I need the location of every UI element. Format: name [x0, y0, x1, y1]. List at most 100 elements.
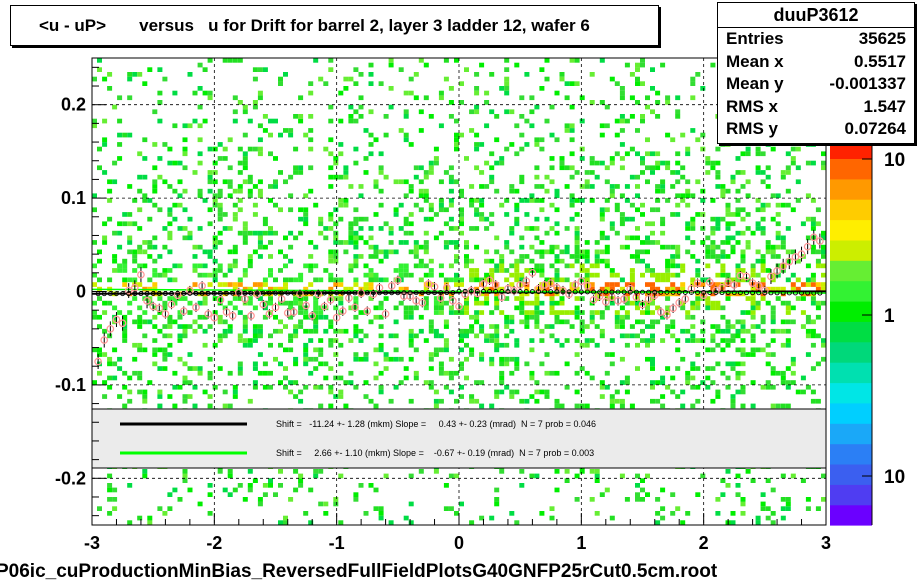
heatmap-cell: [162, 226, 168, 231]
heatmap-cell: [574, 314, 580, 320]
heatmap-cell: [690, 375, 696, 381]
heatmap-cell: [232, 487, 238, 493]
heatmap-cell: [715, 389, 721, 395]
heatmap-cell: [92, 76, 97, 82]
heatmap-cell: [474, 146, 480, 152]
profile-mean-marker: [725, 290, 731, 296]
heatmap-cell: [629, 300, 635, 306]
heatmap-cell: [418, 165, 424, 171]
heatmap-cell: [740, 151, 746, 157]
heatmap-cell: [705, 170, 711, 175]
heatmap-cell: [519, 398, 525, 404]
heatmap-cell: [459, 230, 464, 236]
heatmap-cell: [594, 511, 600, 516]
heatmap-cell: [790, 156, 796, 161]
heatmap-cell: [172, 319, 178, 325]
heatmap-cell: [489, 109, 495, 115]
heatmap-cell: [433, 310, 439, 315]
heatmap-cell: [368, 277, 374, 283]
colorbar-segment: [830, 443, 872, 465]
heatmap-cell: [725, 207, 731, 213]
heatmap-cell: [770, 249, 776, 255]
heatmap-cell: [443, 277, 449, 283]
profile-mean-marker: [389, 290, 395, 296]
heatmap-cell: [378, 389, 384, 395]
heatmap-cell: [785, 249, 791, 255]
heatmap-cell: [660, 338, 666, 343]
heatmap-cell: [308, 356, 314, 362]
heatmap-cell: [640, 272, 645, 278]
profile-mean-marker: [315, 290, 321, 296]
heatmap-cell: [408, 338, 414, 343]
heatmap-cell: [599, 212, 605, 217]
profile-point: [338, 307, 347, 315]
heatmap-cell: [765, 380, 771, 385]
heatmap-cell: [519, 235, 525, 241]
heatmap-cell: [579, 95, 585, 101]
heatmap-cell: [157, 174, 163, 180]
heatmap-cell: [815, 282, 821, 287]
heatmap-cell: [810, 328, 816, 334]
heatmap-cell: [423, 263, 429, 269]
heatmap-cell: [670, 184, 676, 189]
heatmap-cell: [423, 240, 429, 245]
heatmap-cell: [810, 272, 816, 278]
heatmap-cell: [594, 473, 600, 479]
heatmap-cell: [323, 361, 329, 367]
heatmap-cell: [645, 235, 650, 241]
heatmap-cell: [368, 109, 374, 115]
heatmap-cell: [524, 324, 530, 329]
heatmap-cell: [328, 118, 334, 124]
heatmap-cell: [222, 146, 228, 152]
heatmap-cell: [237, 366, 243, 371]
heatmap-cell: [393, 179, 399, 185]
heatmap-cell: [177, 296, 183, 301]
heatmap-cell: [448, 86, 454, 91]
heatmap-cell: [665, 268, 671, 273]
heatmap-cell: [730, 277, 736, 283]
heatmap-cell: [499, 469, 505, 474]
heatmap-cell: [785, 384, 791, 390]
heatmap-cell: [504, 90, 510, 96]
heatmap-cell: [770, 244, 776, 250]
heatmap-cell: [795, 296, 801, 301]
heatmap-cell: [795, 277, 801, 283]
profile-mean-marker: [615, 289, 621, 295]
heatmap-cell: [599, 492, 605, 497]
heatmap-cell: [635, 184, 640, 189]
colorbar-segment: [830, 199, 872, 221]
heatmap-cell: [217, 142, 223, 147]
heatmap-cell: [448, 179, 454, 185]
heatmap-cell: [423, 62, 429, 68]
heatmap-cell: [755, 221, 761, 227]
heatmap-cell: [695, 212, 701, 217]
heatmap-cell: [750, 230, 756, 236]
heatmap-cell: [257, 244, 263, 250]
heatmap-cell: [574, 497, 580, 502]
heatmap-cell: [735, 319, 741, 325]
heatmap-cell: [257, 333, 263, 339]
heatmap-cell: [454, 58, 459, 63]
heatmap-cell: [675, 202, 681, 208]
heatmap-cell: [408, 356, 414, 362]
profile-mean-marker: [224, 290, 230, 296]
heatmap-cell: [594, 263, 600, 269]
heatmap-cell: [273, 202, 278, 208]
heatmap-cell: [619, 473, 625, 479]
heatmap-cell: [821, 342, 826, 348]
heatmap-cell: [680, 193, 686, 199]
heatmap-cell: [629, 95, 635, 101]
heatmap-cell: [645, 263, 650, 269]
heatmap-cell: [147, 520, 153, 525]
heatmap-cell: [448, 305, 454, 311]
heatmap-cell: [640, 338, 645, 343]
heatmap-cell: [182, 188, 188, 194]
heatmap-cell: [504, 268, 510, 273]
heatmap-cell: [609, 352, 615, 357]
profile-mean-marker: [499, 289, 505, 294]
heatmap-cell: [388, 230, 394, 236]
heatmap-cell: [443, 58, 449, 63]
heatmap-cell: [97, 296, 102, 301]
heatmap-cell: [182, 328, 188, 334]
heatmap-cell: [212, 384, 218, 390]
